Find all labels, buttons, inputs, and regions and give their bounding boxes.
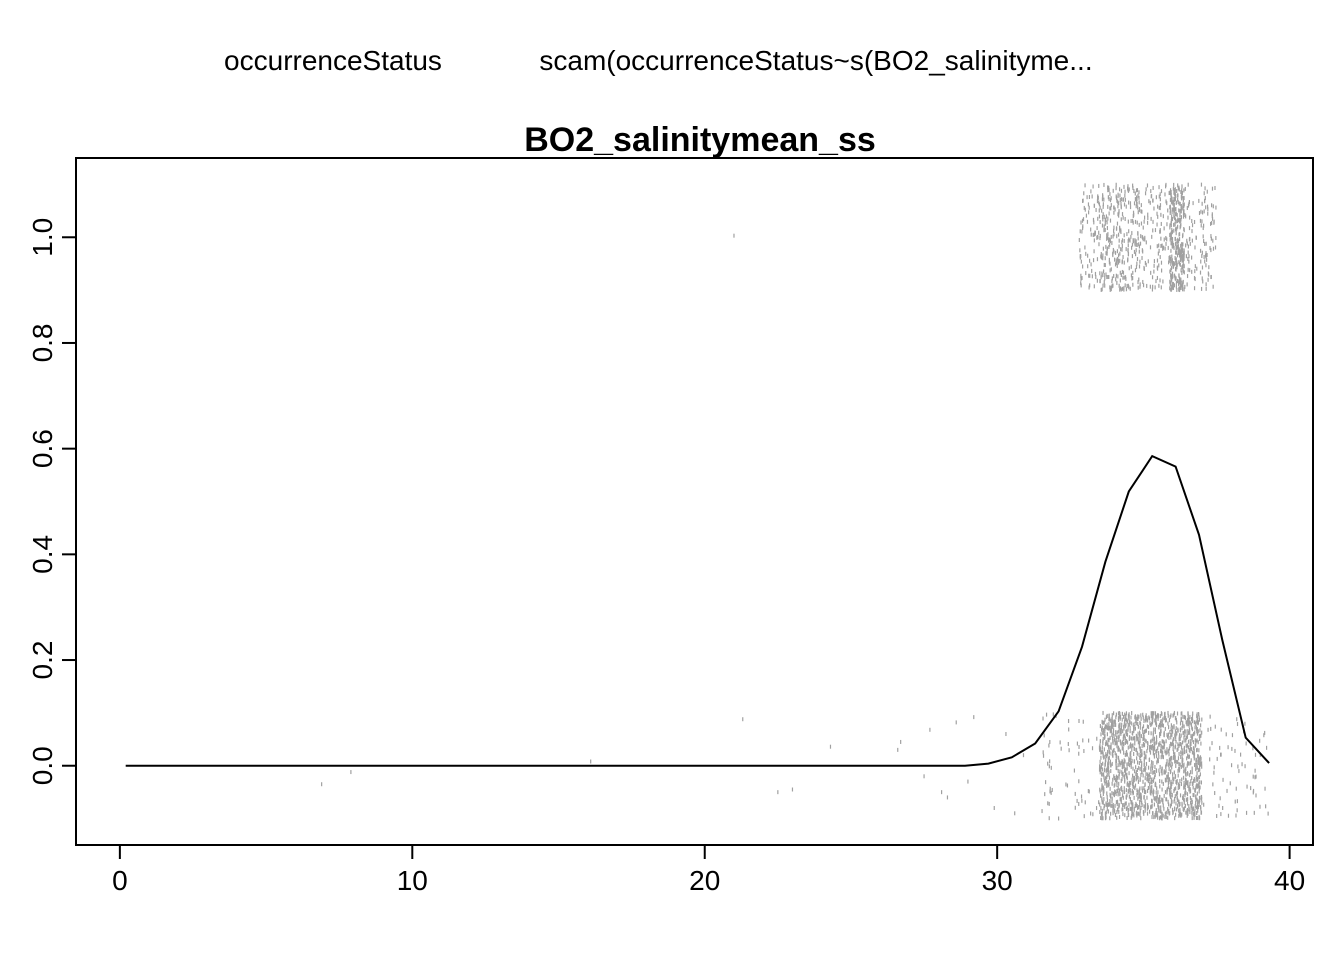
rug-layer [321,182,1269,821]
fitted-curve [125,454,1270,767]
x-tick-label: 40 [1274,865,1305,896]
y-axis: 0.0 0.2 0.4 0.6 0.8 1.0 [27,218,77,785]
y-tick-label: 1.0 [27,218,58,257]
model-formula: scam(occurrenceStatus~s(BO2_salinityme..… [539,45,1092,76]
curve-layer [125,454,1270,767]
response-name: occurrenceStatus [224,45,442,76]
x-tick-label: 0 [112,865,128,896]
y-tick-label: 0.8 [27,323,58,362]
y-tick-label: 0.4 [27,535,58,574]
x-tick-label: 20 [689,865,720,896]
y-tick-label: 0.0 [27,746,58,785]
chart-title: BO2_salinitymean_ss [524,121,876,159]
x-axis: 0 10 20 30 40 [112,844,1305,896]
y-tick-label: 0.2 [27,641,58,680]
y-tick-label: 0.6 [27,429,58,468]
x-tick-label: 30 [982,865,1013,896]
x-tick-label: 10 [397,865,428,896]
